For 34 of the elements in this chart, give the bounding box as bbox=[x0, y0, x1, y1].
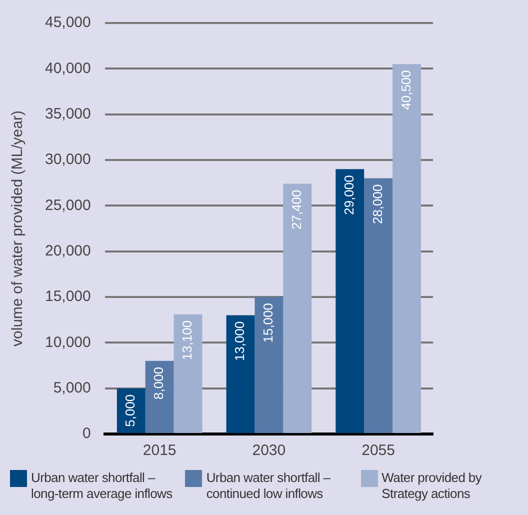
data-label: 28,000 bbox=[370, 184, 385, 224]
bar bbox=[174, 314, 202, 433]
y-tick-label: 45,000 bbox=[44, 14, 91, 32]
y-tick-label: 5,000 bbox=[53, 379, 91, 396]
data-label: 27,400 bbox=[288, 190, 304, 230]
bar bbox=[392, 64, 421, 433]
legend-label: Urban water shortfall – continued low inflows bbox=[206, 470, 332, 502]
data-label: 15,000 bbox=[260, 303, 276, 343]
y-tick-label: 10,000 bbox=[44, 334, 91, 351]
bar bbox=[364, 178, 393, 433]
y-tick-label: 15,000 bbox=[44, 288, 91, 306]
y-tick-label: 35,000 bbox=[44, 105, 91, 122]
y-tick-label: 0 bbox=[82, 425, 91, 442]
bar bbox=[283, 184, 312, 433]
legend-label: Water provided by Strategy actions bbox=[382, 470, 483, 502]
data-label: 5,000 bbox=[122, 394, 138, 427]
data-label: 29,000 bbox=[341, 175, 356, 215]
legend-label: Urban water shortfall – long-term average inflows bbox=[31, 470, 174, 502]
bar bbox=[226, 315, 255, 433]
y-axis-title: volume of water provided (ML/year) bbox=[9, 110, 26, 346]
y-tick-label: 30,000 bbox=[44, 151, 91, 168]
data-label: 13,000 bbox=[232, 321, 248, 362]
x-tick-label: 2030 bbox=[252, 442, 286, 460]
data-label: 13,100 bbox=[180, 320, 195, 360]
y-tick-label: 40,000 bbox=[44, 60, 91, 77]
y-tick-label: 20,000 bbox=[44, 242, 91, 260]
x-tick-label: 2015 bbox=[142, 442, 176, 460]
y-tick-label: 25,000 bbox=[44, 196, 91, 214]
bar bbox=[145, 360, 174, 433]
data-label: 8,000 bbox=[151, 366, 166, 400]
bar bbox=[336, 169, 364, 433]
data-label: 40,500 bbox=[398, 70, 414, 110]
x-tick-label: 2055 bbox=[362, 442, 395, 460]
bar bbox=[254, 297, 284, 433]
